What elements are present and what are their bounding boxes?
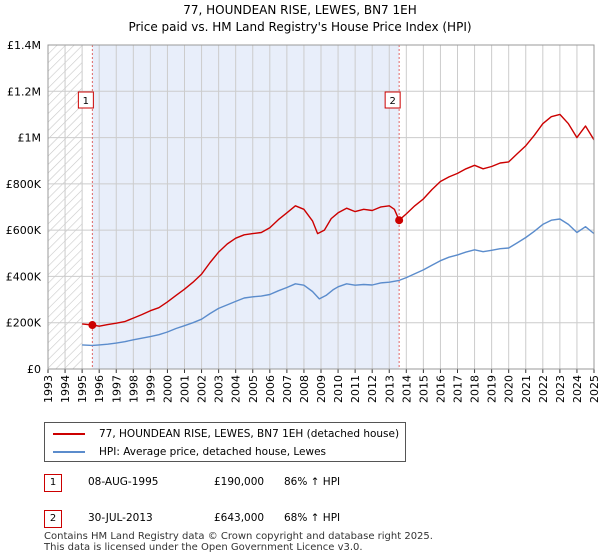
x-tick-label: 2019 — [486, 375, 499, 403]
x-tick-label: 1998 — [127, 375, 140, 403]
chart-title: 77, HOUNDEAN RISE, LEWES, BN7 1EH — [183, 3, 417, 17]
x-tick-label: 1993 — [42, 375, 55, 403]
plot-frame — [47, 44, 595, 370]
sale-label-number: 2 — [389, 96, 395, 107]
x-tick-label: 2004 — [230, 375, 243, 403]
x-tick-label: 2001 — [179, 375, 192, 403]
x-tick-label: 2022 — [537, 375, 550, 403]
chart-subtitle: Price paid vs. HM Land Registry's House … — [128, 20, 471, 34]
footer-line-licence: This data is licensed under the Open Gov… — [44, 542, 363, 553]
legend-label-property: 77, HOUNDEAN RISE, LEWES, BN7 1EH (detac… — [99, 428, 400, 440]
legend-label-hpi: HPI: Average price, detached house, Lewe… — [99, 446, 327, 458]
y-tick-label: £800K — [6, 178, 42, 191]
x-tick-label: 2006 — [264, 375, 277, 403]
y-tick-label: £1M — [18, 132, 42, 145]
x-tick-label: 1997 — [110, 375, 123, 403]
footer-line-copyright: Contains HM Land Registry data © Crown c… — [44, 531, 433, 542]
sale-hpi-change: 86% ↑ HPI — [284, 476, 341, 488]
axes: 1993 1994 1995 1996 1997 1998 1999 2000 2001 2002… — [6, 39, 600, 403]
sale-label-box — [384, 91, 401, 109]
sale-label-box — [77, 91, 94, 109]
legend-swatch-hpi — [53, 451, 85, 453]
x-tick-label: 2007 — [281, 375, 294, 403]
sale-row: 2 30-JUL-2013 £643,000 68% ↑ HPI — [44, 510, 444, 546]
sale-row: 1 08-AUG-1995 £190,000 86% ↑ HPI — [44, 474, 444, 510]
sale-label-number: 1 — [83, 96, 89, 107]
x-tick-label: 1996 — [93, 375, 106, 403]
y-tick-label: £1.2M — [7, 85, 41, 98]
sale-point — [395, 216, 404, 225]
legend: 77, HOUNDEAN RISE, LEWES, BN7 1EH (detac… — [44, 422, 406, 462]
y-tick-label: £1.4M — [7, 39, 41, 52]
sale-number: 2 — [44, 510, 62, 528]
y-tick-label: £600K — [6, 224, 42, 237]
x-tick-label: 2010 — [332, 375, 345, 403]
sale-point — [88, 321, 97, 330]
x-tick-label: 1995 — [76, 375, 89, 403]
x-tick-label: 2011 — [349, 375, 362, 403]
x-tick-label: 2025 — [588, 375, 600, 403]
x-tick-label: 2015 — [417, 375, 430, 403]
x-tick-label: 2024 — [571, 375, 584, 403]
y-tick-label: £0 — [27, 363, 41, 376]
x-tick-label: 2012 — [366, 375, 379, 403]
price-chart: 77, HOUNDEAN RISE, LEWES, BN7 1EH Price … — [6, 3, 600, 403]
x-tick-label: 2009 — [315, 375, 328, 403]
x-tick-label: 2000 — [161, 375, 174, 403]
hpi-line — [82, 218, 594, 347]
x-tick-label: 2016 — [434, 375, 447, 403]
footer: Contains HM Land Registry data © Crown c… — [44, 531, 433, 553]
x-tick-label: 2023 — [554, 375, 567, 403]
legend-swatch-property — [53, 433, 85, 435]
sales-table: 1 08-AUG-1995 £190,000 86% ↑ HPI 2 30-JU… — [44, 474, 444, 546]
sale-price: £190,000 — [214, 476, 265, 488]
x-tick-label: 2002 — [196, 375, 209, 403]
sale-hpi-change: 68% ↑ HPI — [284, 512, 341, 524]
x-tick-label: 2021 — [520, 375, 533, 403]
property-price-line — [82, 113, 594, 327]
x-tick-label: 2017 — [452, 375, 465, 403]
sale-price: £643,000 — [214, 512, 265, 524]
x-tick-label: 2020 — [503, 375, 516, 403]
x-tick-label: 2005 — [247, 375, 260, 403]
series-layer — [82, 113, 594, 347]
y-tick-label: £200K — [6, 317, 42, 330]
sale-number: 1 — [44, 474, 62, 492]
x-tick-label: 1994 — [59, 375, 72, 403]
x-tick-label: 2003 — [213, 375, 226, 403]
sale-date: 08-AUG-1995 — [88, 476, 159, 488]
x-tick-label: 2014 — [400, 375, 413, 403]
y-tick-label: £400K — [6, 270, 42, 283]
x-tick-label: 2013 — [383, 375, 396, 403]
x-tick-label: 2008 — [298, 375, 311, 403]
x-tick-label: 2018 — [469, 375, 482, 403]
sale-date: 30-JUL-2013 — [88, 512, 153, 524]
x-tick-label: 1999 — [144, 375, 157, 403]
ownership-shaded-region — [92, 45, 400, 369]
